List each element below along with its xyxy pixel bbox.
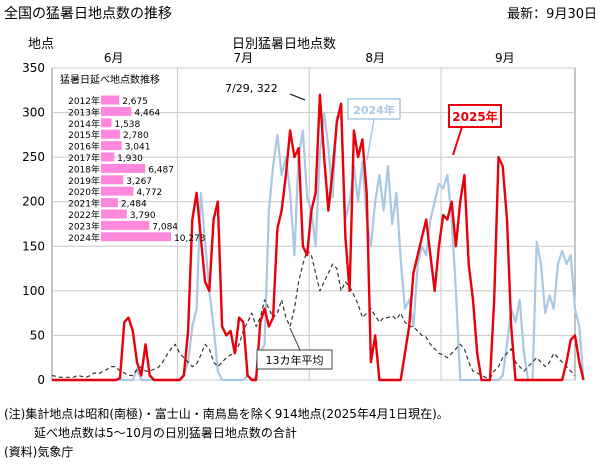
chart-title: 日別猛暑日地点数 (232, 37, 337, 52)
inset-bar (101, 220, 150, 230)
inset-year-label: 2013年 (68, 106, 100, 118)
inset-bar (101, 198, 118, 208)
leader-2024 (366, 118, 375, 161)
last-updated-label: 最新：9月30日 (507, 7, 597, 22)
inset-year-label: 2012年 (68, 95, 100, 107)
inset-year-label: 2024年 (68, 232, 100, 244)
inset-value-label: 3,041 (125, 143, 151, 153)
y-tick-label: 300 (22, 106, 45, 120)
series-line-2025 (52, 93, 585, 382)
inset-bar (101, 95, 120, 105)
page-title: 全国の猛暑日地点数の推移 (4, 6, 172, 22)
y-tick-label: 250 (22, 150, 45, 164)
peak-leader (289, 93, 306, 101)
inset-value-label: 3,790 (130, 211, 156, 221)
footnote-note: (注)集計地点は昭和(南極)・富士山・南鳥島を除く914地点(2025年4月1日… (4, 407, 449, 421)
inset-value-label: 3,267 (126, 177, 152, 187)
month-label: 7月 (234, 51, 254, 65)
inset-year-label: 2014年 (68, 118, 100, 130)
series-line-average (51, 250, 576, 379)
series-label-2025: 2025年 (452, 109, 497, 124)
inset-year-label: 2023年 (68, 220, 100, 232)
inset-title: 猛暑日延べ地点数推移 (60, 73, 160, 86)
series-label-2024: 2024年 (353, 103, 395, 117)
inset-bar (101, 175, 124, 185)
month-label: 9月 (495, 51, 515, 65)
series-line-2024 (52, 111, 585, 382)
inset-year-label: 2020年 (68, 186, 100, 198)
y-tick-label: 350 (22, 61, 45, 75)
y-tick-label: 150 (22, 239, 45, 253)
y-tick-label: 200 (22, 195, 45, 209)
inset-bar (101, 186, 134, 196)
footnote-source: (資料)気象庁 (4, 445, 74, 459)
month-label: 6月 (104, 51, 124, 65)
inset-year-label: 2021年 (68, 198, 100, 210)
inset-value-label: 2,675 (122, 97, 148, 107)
inset-value-label: 6,487 (148, 165, 174, 175)
series-label-average: 13カ年平均 (266, 353, 324, 367)
y-tick-label: 100 (22, 284, 45, 298)
inset-year-label: 2015年 (68, 129, 100, 141)
footnote-note-cont: 延べ地点数は5～10月の日別猛暑日地点数の合計 (34, 426, 297, 440)
inset-value-label: 4,772 (137, 188, 163, 198)
inset-value-label: 1,930 (117, 154, 143, 164)
month-label: 8月 (365, 51, 385, 65)
inset-value-label: 4,464 (134, 108, 160, 118)
y-axis-label: 地点 (28, 37, 55, 52)
inset-value-label: 7,084 (152, 222, 178, 232)
inset-value-label: 2,780 (123, 131, 149, 141)
inset-year-label: 2018年 (68, 163, 100, 175)
y-tick-label: 50 (30, 328, 45, 342)
y-tick-label: 0 (37, 373, 45, 387)
inset-value-label: 10,273 (174, 234, 206, 244)
inset-bar (101, 232, 171, 242)
peak-annotation: 7/29, 322 (225, 82, 278, 95)
inset-bar (101, 152, 115, 162)
inset-bar (101, 118, 112, 128)
inset-bar (101, 209, 127, 219)
inset-bar (101, 163, 146, 173)
inset-year-label: 2017年 (68, 152, 100, 164)
leader-average (289, 327, 301, 351)
inset-value-label: 1,538 (114, 120, 140, 130)
inset-year-label: 2016年 (68, 141, 100, 153)
inset-bar (101, 141, 122, 151)
inset-bar (101, 106, 132, 116)
inset-value-label: 2,484 (121, 200, 147, 210)
inset-year-label: 2019年 (68, 175, 100, 187)
label-box-2025 (448, 104, 502, 128)
inset-bar (101, 129, 120, 139)
label-box-average (256, 349, 333, 370)
inset-year-label: 2022年 (68, 209, 100, 221)
leader-2025 (452, 126, 463, 156)
